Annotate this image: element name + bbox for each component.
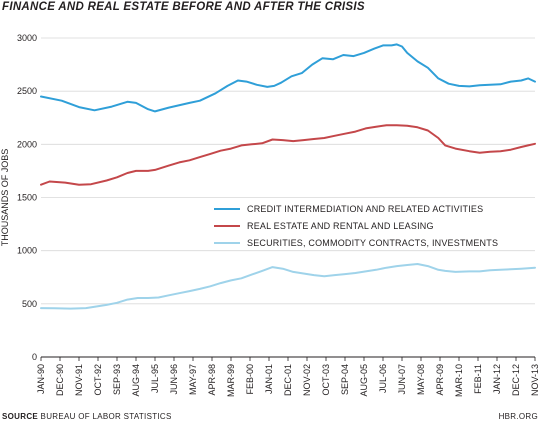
x-tick-label: AUG-05 xyxy=(359,364,369,397)
x-tick-label: OCT-92 xyxy=(93,364,103,396)
legend-label: SECURITIES, COMMODITY CONTRACTS, INVESTM… xyxy=(247,238,498,248)
x-tick-label: JAN-12 xyxy=(492,364,502,394)
x-tick-label: APR-09 xyxy=(435,364,445,396)
x-tick-label: FEB-11 xyxy=(473,364,483,394)
x-tick-label: MAY-97 xyxy=(188,364,198,395)
credit-note: HBR.ORG xyxy=(498,412,538,421)
x-tick-label: NOV-13 xyxy=(530,364,540,396)
x-tick-label: JUN-07 xyxy=(397,364,407,395)
x-tick-label: FEB-00 xyxy=(245,364,255,395)
source-text: BUREAU OF LABOR STATISTICS xyxy=(38,412,172,421)
x-tick-label: AUG-94 xyxy=(131,364,141,397)
x-tick-label: JAN-90 xyxy=(36,364,46,394)
series-line-1 xyxy=(40,43,536,113)
y-tick-label: 500 xyxy=(22,299,37,309)
chart-title: FINANCE AND REAL ESTATE BEFORE AND AFTER… xyxy=(2,1,365,13)
x-tick-label: MAR-99 xyxy=(226,364,236,397)
source-label: SOURCE xyxy=(2,412,39,421)
series-line-2 xyxy=(40,124,536,186)
x-tick-label: SEP-93 xyxy=(112,364,122,395)
source-note: SOURCE BUREAU OF LABOR STATISTICS xyxy=(2,412,172,421)
series-line-3 xyxy=(40,263,536,310)
x-tick-label: SEP-04 xyxy=(340,364,350,395)
y-tick-label: 2000 xyxy=(17,139,37,149)
x-tick-label: DEC-12 xyxy=(511,364,521,396)
y-axis-title: THOUSANDS OF JOBS xyxy=(0,149,10,247)
legend-label: REAL ESTATE AND RENTAL AND LEASING xyxy=(247,221,434,231)
x-tick-label: DEC-90 xyxy=(55,364,65,396)
y-tick-label: 2500 xyxy=(17,86,37,96)
y-tick-label: 1000 xyxy=(17,246,37,256)
legend-label: CREDIT INTERMEDIATION AND RELATED ACTIVI… xyxy=(247,204,483,214)
x-tick-label: MAR-10 xyxy=(454,364,464,397)
x-tick-label: NOV-02 xyxy=(302,364,312,396)
x-tick-label: JUL-06 xyxy=(378,364,388,393)
x-tick-label: APR-98 xyxy=(207,364,217,396)
x-tick-label: DEC-01 xyxy=(283,364,293,396)
x-tick-label: JUN-96 xyxy=(169,364,179,395)
y-tick-label: 3000 xyxy=(17,33,37,43)
y-tick-label: 1500 xyxy=(17,193,37,203)
x-tick-label: MAY-08 xyxy=(416,364,426,395)
x-tick-label: JUL-95 xyxy=(150,364,160,393)
x-tick-label: NOV-91 xyxy=(74,364,84,396)
x-tick-label: OCT-03 xyxy=(321,364,331,396)
x-tick-label: JAN-01 xyxy=(264,364,274,394)
y-tick-label: 0 xyxy=(32,352,37,362)
